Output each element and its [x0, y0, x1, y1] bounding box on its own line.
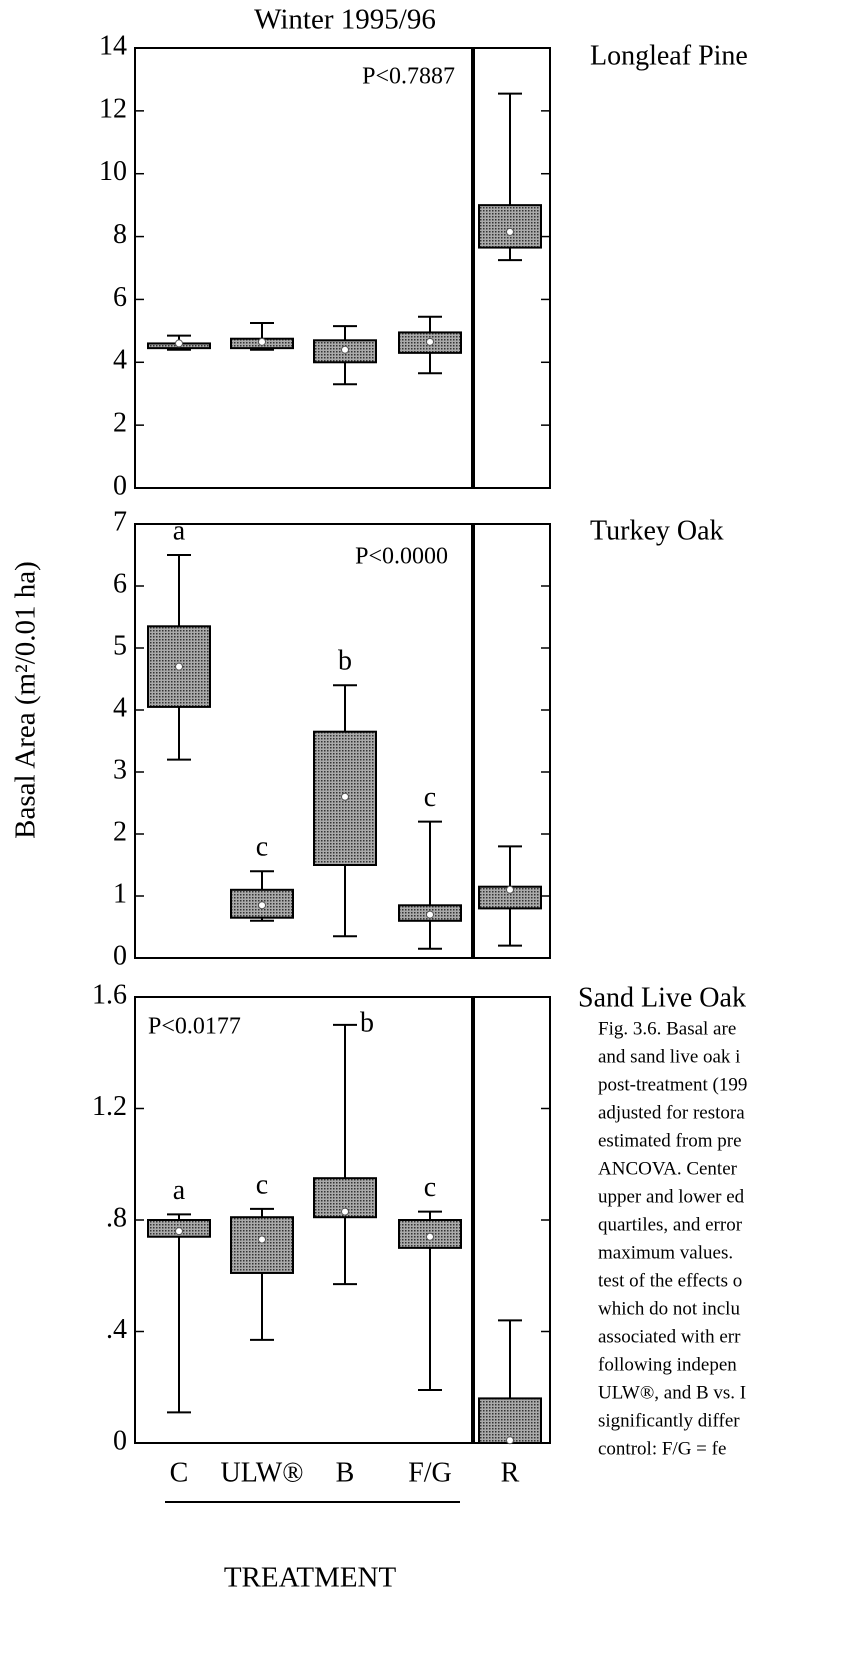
box	[478, 204, 542, 249]
mean-marker	[426, 910, 434, 919]
caption-line: estimated from pre	[598, 1130, 742, 1151]
y-tick-label: 4	[113, 345, 127, 376]
x-tick-label: ULW®	[221, 1457, 304, 1488]
mean-marker	[341, 1207, 349, 1216]
mean-marker	[258, 337, 266, 346]
y-tick-label: 4	[113, 692, 127, 723]
y-tick-label: 3	[113, 754, 127, 785]
caption-line: adjusted for restora	[598, 1102, 745, 1123]
caption-line: ANCOVA. Center	[598, 1158, 738, 1179]
caption-line: control: F/G = fe	[598, 1438, 726, 1459]
panel-title: Longleaf Pine	[590, 40, 748, 71]
caption-line: and sand live oak i	[598, 1046, 740, 1067]
mean-marker	[175, 339, 183, 348]
p-value: P<0.0000	[355, 544, 448, 570]
x-tick-label: B	[336, 1457, 355, 1488]
mean-marker	[258, 1235, 266, 1244]
caption-line: test of the effects o	[598, 1270, 742, 1291]
significance-letter: c	[256, 832, 268, 863]
caption-line: maximum values.	[598, 1242, 733, 1263]
y-tick-label: 0	[113, 470, 127, 501]
caption-line: following indepen	[598, 1354, 737, 1375]
plot-frame	[134, 523, 551, 959]
caption-line: Fig. 3.6. Basal are	[598, 1018, 736, 1039]
y-tick-label: 6	[113, 568, 127, 599]
caption-line: quartiles, and error	[598, 1214, 743, 1235]
mean-marker	[175, 1227, 183, 1236]
x-tick-label: R	[501, 1457, 520, 1488]
caption-line: upper and lower ed	[598, 1186, 745, 1207]
significance-letter: b	[338, 646, 352, 677]
significance-letter: c	[424, 782, 436, 813]
mean-marker	[258, 901, 266, 910]
y-tick-label: 0	[113, 1425, 127, 1456]
significance-letter: c	[256, 1169, 268, 1200]
panel-title: Sand Live Oak	[578, 982, 746, 1013]
mean-marker	[506, 227, 514, 236]
significance-letter: c	[424, 1172, 436, 1203]
caption-line: post-treatment (199	[598, 1074, 747, 1095]
caption-line: which do not inclu	[598, 1298, 740, 1319]
x-tick-label: F/G	[408, 1457, 452, 1488]
box	[230, 1216, 294, 1274]
caption-line: significantly differ	[598, 1410, 740, 1431]
x-axis-label: TREATMENT	[224, 1562, 397, 1594]
y-tick-label: 1.6	[92, 979, 127, 1010]
significance-letter: b	[360, 1007, 374, 1038]
significance-letter: a	[173, 1175, 186, 1206]
significance-letter: a	[173, 515, 186, 546]
mean-marker	[506, 885, 514, 894]
y-tick-label: 6	[113, 282, 127, 313]
y-tick-label: .8	[106, 1202, 127, 1233]
figure-title: Winter 1995/96	[254, 4, 436, 36]
mean-marker	[175, 662, 183, 671]
y-tick-label: 2	[113, 408, 127, 439]
panel-title: Turkey Oak	[590, 515, 724, 546]
y-tick-label: 10	[99, 156, 127, 187]
mean-marker	[426, 1232, 434, 1241]
y-tick-label: .4	[106, 1314, 127, 1345]
y-tick-label: 2	[113, 816, 127, 847]
p-value: P<0.7887	[362, 64, 455, 90]
caption-line: associated with err	[598, 1326, 741, 1347]
y-tick-label: 14	[99, 30, 127, 61]
y-tick-label: 12	[99, 93, 127, 124]
y-tick-label: 7	[113, 506, 127, 537]
mean-marker	[341, 792, 349, 801]
x-tick-label: C	[170, 1457, 189, 1488]
mean-marker	[426, 337, 434, 346]
p-value: P<0.0177	[148, 1014, 241, 1040]
y-tick-label: 0	[113, 940, 127, 971]
mean-marker	[341, 345, 349, 354]
y-tick-label: 8	[113, 219, 127, 250]
mean-marker	[506, 1436, 514, 1445]
plot-frame	[134, 47, 551, 489]
y-axis-label: Basal Area (m²/0.01 ha)	[10, 561, 42, 839]
caption-line: ULW®, and B vs. I	[598, 1382, 746, 1403]
y-tick-label: 5	[113, 630, 127, 661]
box	[478, 1397, 542, 1445]
y-tick-label: 1.2	[92, 1091, 127, 1122]
y-tick-label: 1	[113, 878, 127, 909]
